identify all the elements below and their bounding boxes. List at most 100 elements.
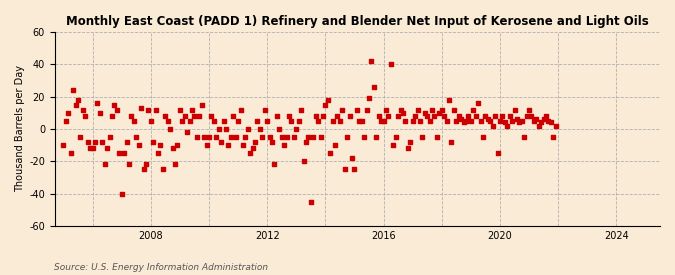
Point (291, 127, 302, 131)
Point (221, 127, 232, 131)
Point (104, 135, 115, 139)
Point (186, 107, 197, 112)
Point (502, 123, 512, 128)
Point (507, 119, 518, 123)
Point (347, 156, 358, 160)
Point (342, 135, 352, 139)
Point (550, 123, 561, 128)
Point (356, 119, 367, 123)
Point (320, 103, 331, 107)
Point (317, 114, 328, 118)
Point (516, 119, 527, 123)
Point (213, 127, 224, 131)
Point (172, 143, 183, 147)
Point (390, 135, 401, 139)
Point (155, 143, 166, 147)
Point (402, 146, 413, 150)
Point (119, 151, 130, 155)
Point (429, 114, 440, 118)
Point (327, 119, 338, 123)
Point (545, 120, 556, 125)
Point (250, 140, 261, 144)
Point (167, 146, 178, 150)
Point (271, 114, 282, 118)
Point (116, 191, 127, 196)
Point (242, 127, 253, 131)
Point (364, 96, 375, 100)
Point (97, 140, 108, 144)
Point (531, 117, 542, 122)
Point (487, 123, 498, 128)
Point (267, 140, 277, 144)
Point (529, 119, 539, 123)
Y-axis label: Thousand Barrels per Day: Thousand Barrels per Day (15, 65, 25, 192)
Point (519, 135, 530, 139)
Point (470, 114, 481, 118)
Point (398, 111, 408, 115)
Point (151, 107, 161, 112)
Point (73, 98, 84, 102)
Point (169, 162, 180, 167)
Point (436, 107, 447, 112)
Point (198, 135, 209, 139)
Point (235, 107, 246, 112)
Point (427, 107, 437, 112)
Point (509, 107, 520, 112)
Point (405, 140, 416, 144)
Point (526, 114, 537, 118)
Point (543, 119, 554, 123)
Point (204, 135, 215, 139)
Point (288, 135, 299, 139)
Point (439, 114, 450, 118)
Point (163, 119, 173, 123)
Point (245, 151, 256, 155)
Point (536, 120, 547, 125)
Point (483, 117, 493, 122)
Point (485, 119, 495, 123)
Point (157, 167, 168, 172)
Point (70, 103, 81, 107)
Point (211, 135, 221, 139)
Point (68, 88, 78, 92)
Point (180, 114, 190, 118)
Point (460, 119, 471, 123)
Point (412, 107, 423, 112)
Point (124, 162, 134, 167)
Point (463, 114, 474, 118)
Point (61, 119, 72, 123)
Point (504, 114, 515, 118)
Point (434, 111, 445, 115)
Point (349, 167, 360, 172)
Point (230, 135, 241, 139)
Point (315, 135, 326, 139)
Point (451, 119, 462, 123)
Point (264, 135, 275, 139)
Point (335, 119, 346, 123)
Point (385, 62, 396, 67)
Point (492, 151, 503, 155)
Point (431, 135, 442, 139)
Point (269, 162, 280, 167)
Point (209, 119, 219, 123)
Point (478, 135, 489, 139)
Point (160, 114, 171, 118)
Point (177, 119, 188, 123)
Point (417, 135, 428, 139)
Point (495, 119, 506, 123)
Point (174, 107, 185, 112)
Point (99, 162, 110, 167)
Point (337, 107, 348, 112)
Point (143, 107, 154, 112)
Point (281, 135, 292, 139)
Point (480, 114, 491, 118)
Point (296, 107, 306, 112)
Point (238, 143, 248, 147)
Point (369, 85, 379, 89)
Point (274, 127, 285, 131)
Point (126, 114, 137, 118)
Point (140, 162, 151, 167)
Point (182, 130, 192, 134)
Point (284, 114, 294, 118)
Point (489, 114, 500, 118)
Point (443, 98, 454, 102)
